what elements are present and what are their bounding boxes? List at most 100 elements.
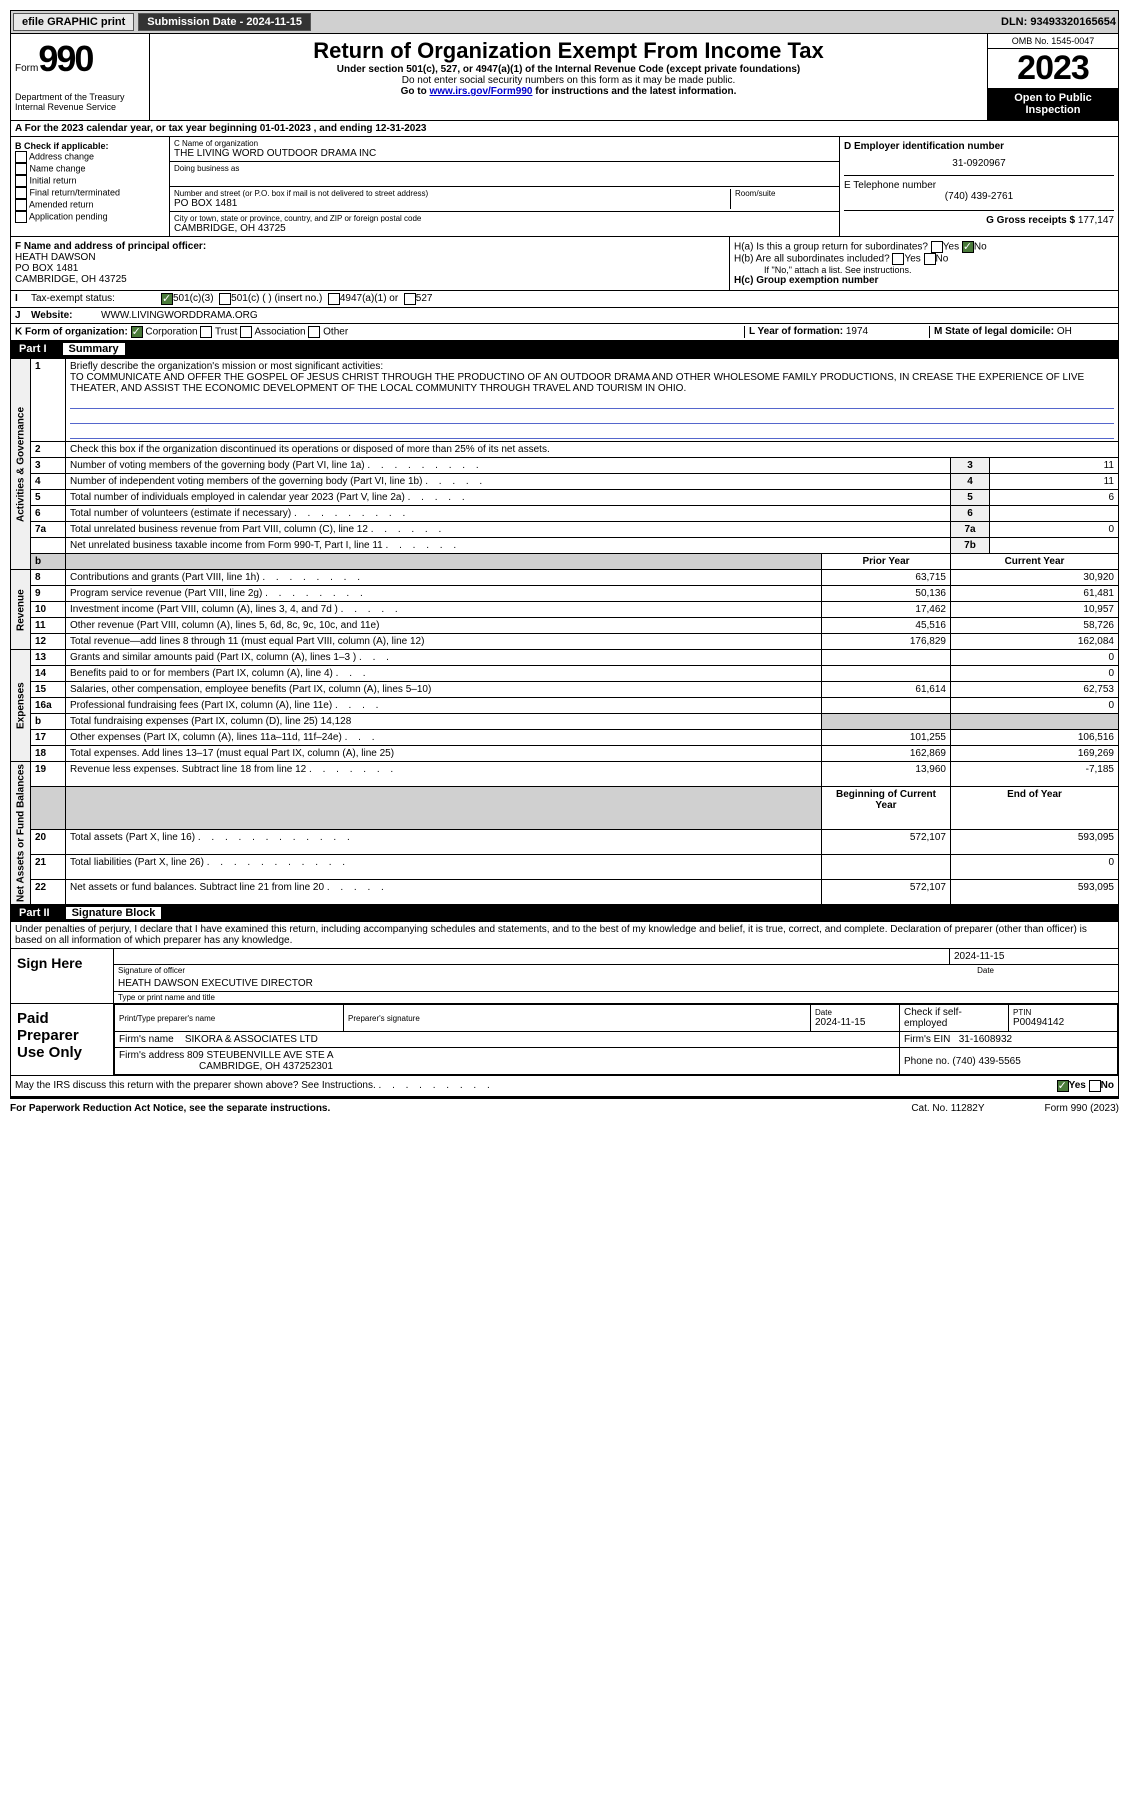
line-9-desc: Program service revenue (Part VIII, line… [70, 588, 262, 599]
ha-yes-check[interactable] [931, 241, 943, 253]
i-501c-check[interactable] [219, 293, 231, 305]
q2-text: Check this box if the organization disco… [70, 444, 550, 455]
line-20-prior: 572,107 [822, 829, 951, 854]
efile-graphic-btn[interactable]: efile GRAPHIC print [13, 13, 134, 31]
hb-no-label: No [936, 254, 949, 265]
form-number: 990 [38, 38, 92, 79]
firm-ein: 31-1608932 [959, 1034, 1012, 1045]
row-i: I Tax-exempt status: 501(c)(3) 501(c) ( … [10, 291, 1119, 308]
line-5-val: 6 [990, 490, 1119, 506]
current-year-hdr: Current Year [951, 554, 1119, 570]
year-box: OMB No. 1545-0047 2023 Open to Public In… [988, 34, 1118, 120]
sign-here-label: Sign Here [11, 949, 114, 1003]
col-c-org-info: C Name of organization THE LIVING WORD O… [170, 137, 839, 236]
h-b-note: If "No," attach a list. See instructions… [734, 265, 1114, 275]
h-b-label: H(b) Are all subordinates included? [734, 254, 890, 265]
phone-value: (740) 439-2761 [844, 191, 1114, 202]
line-19-desc: Revenue less expenses. Subtract line 18 … [70, 764, 306, 775]
firm-name: SIKORA & ASSOCIATES LTD [185, 1034, 318, 1045]
i-527-check[interactable] [404, 293, 416, 305]
prep-date: 2024-11-15 [815, 1017, 865, 1028]
subtitle-2: Do not enter social security numbers on … [154, 75, 983, 86]
line-6-desc: Total number of volunteers (estimate if … [70, 508, 291, 519]
line-16a-curr: 0 [951, 698, 1119, 714]
line-11-desc: Other revenue (Part VIII, column (A), li… [70, 620, 379, 631]
k-opt-0: Corporation [145, 327, 197, 338]
k-opt-1: Trust [215, 327, 237, 338]
hb-yes-label: Yes [904, 254, 920, 265]
i-501c3-check[interactable] [161, 293, 173, 305]
part-2-header: Part II Signature Block [10, 905, 1119, 922]
perjury-statement: Under penalties of perjury, I declare th… [10, 922, 1119, 949]
i-opt-3: 527 [416, 293, 433, 305]
submission-date-btn[interactable]: Submission Date - 2024-11-15 [138, 13, 311, 31]
discuss-yes-check[interactable] [1057, 1080, 1069, 1092]
subtitle-1: Under section 501(c), 527, or 4947(a)(1)… [154, 64, 983, 75]
line-16b-desc: Total fundraising expenses (Part IX, col… [70, 716, 351, 727]
check-app-pending[interactable] [15, 211, 27, 223]
room-label: Room/suite [735, 189, 835, 198]
line-17-curr: 106,516 [951, 730, 1119, 746]
line-17-prior: 101,255 [822, 730, 951, 746]
cb-label-0: Address change [29, 151, 94, 161]
line-8-curr: 30,920 [951, 570, 1119, 586]
officer-city: CAMBRIDGE, OH 43725 [15, 274, 725, 285]
check-initial-return[interactable] [15, 175, 27, 187]
line-19-curr: -7,185 [951, 762, 1119, 787]
check-address-change[interactable] [15, 151, 27, 163]
line-9-prior: 50,136 [822, 586, 951, 602]
officer-addr: PO BOX 1481 [15, 263, 725, 274]
hb-no-check[interactable] [924, 253, 936, 265]
ha-no-check[interactable] [962, 241, 974, 253]
form-header: Form990 Department of the Treasury Inter… [10, 34, 1119, 121]
k-other-check[interactable] [308, 326, 320, 338]
row-h: H(a) Is this a group return for subordin… [730, 237, 1118, 290]
cat-number: Cat. No. 11282Y [911, 1103, 984, 1114]
city-state-zip: CAMBRIDGE, OH 43725 [174, 223, 835, 234]
hb-yes-check[interactable] [892, 253, 904, 265]
cb-label-3: Final return/terminated [30, 187, 121, 197]
discuss-no-label: No [1101, 1080, 1114, 1092]
discuss-row: May the IRS discuss this return with the… [10, 1076, 1119, 1097]
line-6-val [990, 506, 1119, 522]
discuss-no-check[interactable] [1089, 1080, 1101, 1092]
ein-value: 31-0920967 [844, 158, 1114, 169]
k-corp-check[interactable] [131, 326, 143, 338]
paid-preparer-label: Paid Preparer Use Only [11, 1004, 114, 1075]
line-10-curr: 10,957 [951, 602, 1119, 618]
line-4-val: 11 [990, 474, 1119, 490]
line-7b-val [990, 538, 1119, 554]
officer-name-title: HEATH DAWSON EXECUTIVE DIRECTOR [114, 976, 1118, 991]
firm-name-label: Firm's name [119, 1034, 174, 1045]
line-5-desc: Total number of individuals employed in … [70, 492, 405, 503]
header-grid: B Check if applicable: Address change Na… [10, 137, 1119, 237]
omb-number: OMB No. 1545-0047 [988, 34, 1118, 49]
check-name-change[interactable] [15, 163, 27, 175]
h-a-label: H(a) Is this a group return for subordin… [734, 242, 928, 253]
paid-preparer-section: Paid Preparer Use Only Print/Type prepar… [10, 1004, 1119, 1076]
check-final-return[interactable] [15, 187, 27, 199]
i-4947-check[interactable] [328, 293, 340, 305]
goto-suffix: for instructions and the latest informat… [532, 86, 736, 97]
firm-addr-label: Firm's address [119, 1050, 184, 1061]
prep-name-label: Print/Type preparer's name [119, 1014, 339, 1023]
firm-addr: 809 STEUBENVILLE AVE STE A [187, 1050, 334, 1061]
line-8-desc: Contributions and grants (Part VIII, lin… [70, 572, 260, 583]
irs-text: Internal Revenue Service [15, 102, 145, 112]
dln-text: DLN: 93493320165654 [1001, 16, 1116, 28]
q1-label: Briefly describe the organization's miss… [70, 361, 383, 372]
line-3-desc: Number of voting members of the governin… [70, 460, 365, 471]
line-14-desc: Benefits paid to or for members (Part IX… [70, 668, 333, 679]
k-assoc-check[interactable] [240, 326, 252, 338]
k-trust-check[interactable] [200, 326, 212, 338]
cb-label-4: Amended return [29, 199, 94, 209]
check-amended[interactable] [15, 199, 27, 211]
gross-value: 177,147 [1078, 215, 1114, 226]
preparer-table: Print/Type preparer's name Preparer's si… [114, 1004, 1118, 1075]
dept-text: Department of the Treasury [15, 92, 145, 102]
irs-link[interactable]: www.irs.gov/Form990 [429, 86, 532, 97]
col-b-title: B Check if applicable: [15, 141, 165, 151]
line-22-desc: Net assets or fund balances. Subtract li… [70, 882, 324, 893]
dba-label: Doing business as [174, 164, 835, 173]
page-footer: For Paperwork Reduction Act Notice, see … [10, 1097, 1119, 1118]
